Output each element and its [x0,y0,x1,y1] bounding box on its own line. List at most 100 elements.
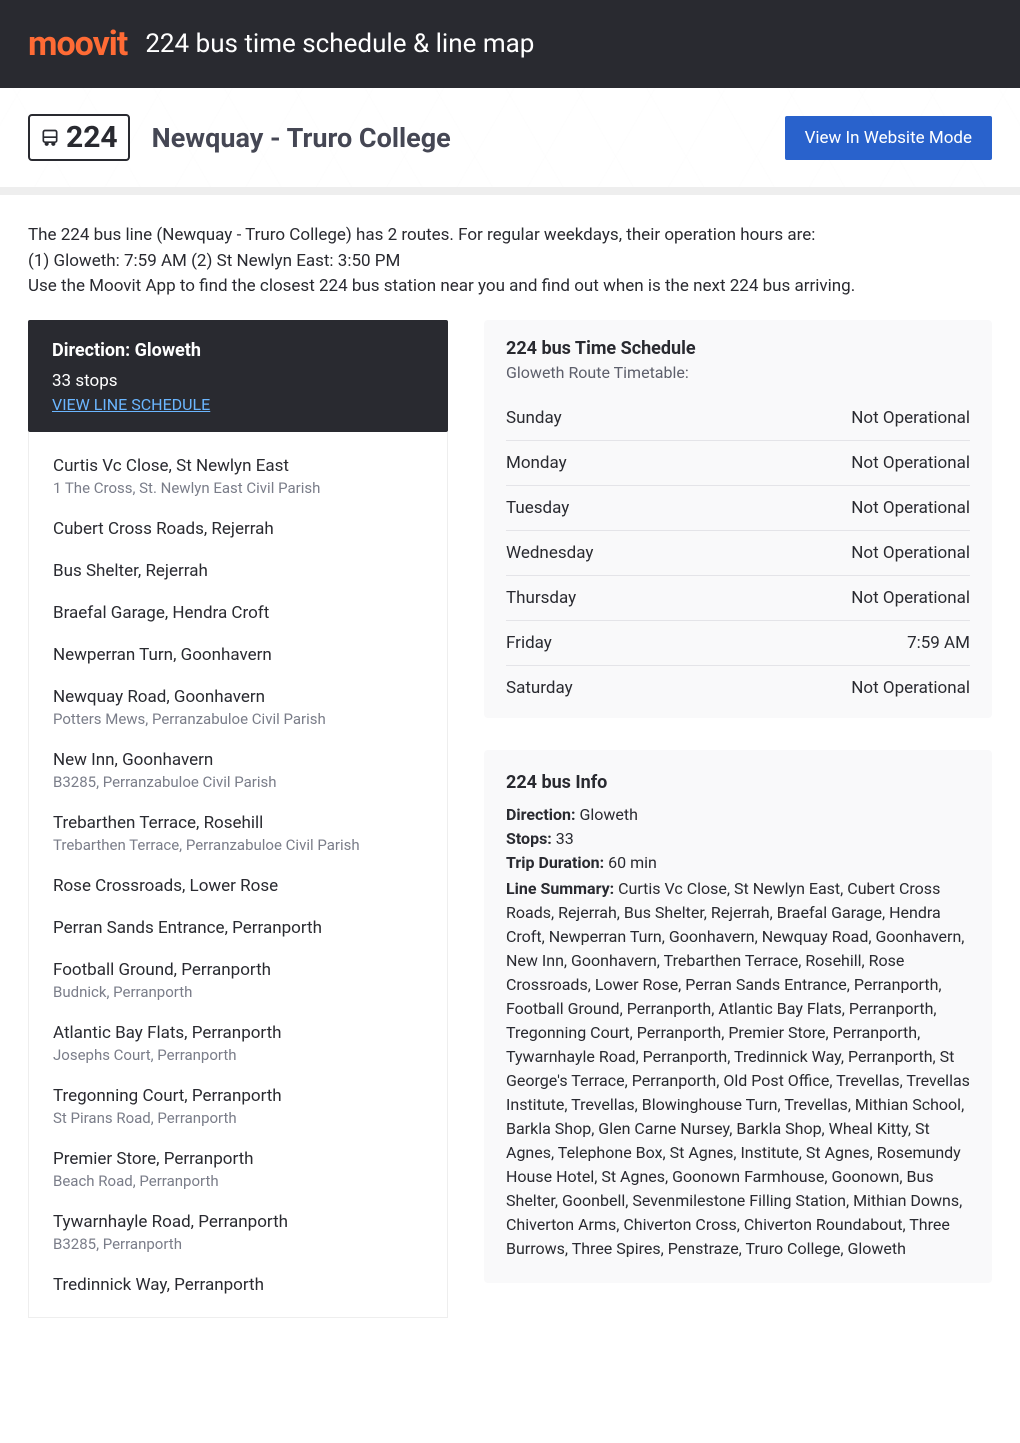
stop-name: Newquay Road, Goonhavern [53,687,423,707]
info-duration-value: 60 min [608,853,657,872]
schedule-time: Not Operational [703,530,970,575]
stop-name: Cubert Cross Roads, Rejerrah [53,519,423,539]
info-duration-label: Trip Duration: [506,853,604,872]
schedule-day: Sunday [506,396,703,441]
info-summary-value: Curtis Vc Close, St Newlyn East, Cubert … [506,879,970,1258]
stop-item: Tredinnick Way, Perranporth [53,1275,423,1295]
stop-item: New Inn, Goonhavern B3285, Perranzabuloe … [53,750,423,791]
schedule-day: Thursday [506,575,703,620]
info-stops: Stops: 33 [506,827,970,851]
header-bar: moovit 224 bus time schedule & line map [0,0,1020,88]
right-column: 224 bus Time Schedule Gloweth Route Time… [484,320,992,1283]
info-panel: 224 bus Info Direction: Gloweth Stops: 3… [484,750,992,1283]
stop-item: Premier Store, Perranporth Beach Road, Pe… [53,1149,423,1190]
intro-line-3: Use the Moovit App to find the closest 2… [28,274,992,300]
stop-sub: Budnick, Perranporth [53,983,423,1001]
schedule-time: 7:59 AM [703,620,970,665]
stop-item: Trebarthen Terrace, Rosehill Trebarthen T… [53,813,423,854]
schedule-title: 224 bus Time Schedule [506,338,970,359]
stops-list: Curtis Vc Close, St Newlyn East 1 The Cro… [28,432,448,1318]
view-website-mode-button[interactable]: View In Website Mode [785,116,992,160]
schedule-time: Not Operational [703,665,970,710]
schedule-row: ThursdayNot Operational [506,575,970,620]
info-title: 224 bus Info [506,772,970,793]
route-number: 224 [66,120,118,155]
schedule-table: SundayNot OperationalMondayNot Operation… [506,396,970,710]
stop-name: Premier Store, Perranporth [53,1149,423,1169]
stop-name: Bus Shelter, Rejerrah [53,561,423,581]
info-summary-label: Line Summary: [506,879,614,898]
stop-name: Rose Crossroads, Lower Rose [53,876,423,896]
schedule-time: Not Operational [703,485,970,530]
schedule-row: SundayNot Operational [506,396,970,441]
schedule-day: Saturday [506,665,703,710]
info-duration: Trip Duration: 60 min [506,851,970,875]
stop-item: Cubert Cross Roads, Rejerrah [53,519,423,539]
stop-item: Rose Crossroads, Lower Rose [53,876,423,896]
stop-sub: B3285, Perranzabuloe Civil Parish [53,773,423,791]
stop-name: Tregonning Court, Perranporth [53,1086,423,1106]
info-direction-label: Direction: [506,805,575,824]
route-name: Newquay - Truro College [152,122,451,154]
left-column: Direction: Gloweth 33 stops VIEW LINE SC… [28,320,448,1318]
schedule-day: Monday [506,440,703,485]
stop-name: Atlantic Bay Flats, Perranporth [53,1023,423,1043]
route-left: 224 Newquay - Truro College [28,114,451,161]
stop-item: Perran Sands Entrance, Perranporth [53,918,423,938]
stop-name: Tywarnhayle Road, Perranporth [53,1212,423,1232]
schedule-time: Not Operational [703,440,970,485]
stop-name: Football Ground, Perranporth [53,960,423,980]
direction-title: Direction: Gloweth [52,340,424,361]
route-badge: 224 [28,114,130,161]
schedule-row: MondayNot Operational [506,440,970,485]
schedule-row: WednesdayNot Operational [506,530,970,575]
stop-name: Trebarthen Terrace, Rosehill [53,813,423,833]
info-direction-value: Gloweth [579,805,637,824]
view-line-schedule-link[interactable]: VIEW LINE SCHEDULE [52,395,210,414]
stop-name: Perran Sands Entrance, Perranporth [53,918,423,938]
main-grid: Direction: Gloweth 33 stops VIEW LINE SC… [0,320,1020,1358]
intro-line-2: (1) Gloweth: 7:59 AM (2) St Newlyn East:… [28,249,992,275]
stop-sub: Potters Mews, Perranzabuloe Civil Parish [53,710,423,728]
schedule-row: TuesdayNot Operational [506,485,970,530]
schedule-row: SaturdayNot Operational [506,665,970,710]
stop-sub: Trebarthen Terrace, Perranzabuloe Civil … [53,836,423,854]
info-summary: Line Summary: Curtis Vc Close, St Newlyn… [506,877,970,1261]
info-direction: Direction: Gloweth [506,803,970,827]
stop-item: Braefal Garage, Hendra Croft [53,603,423,623]
schedule-day: Friday [506,620,703,665]
stop-item: Bus Shelter, Rejerrah [53,561,423,581]
stop-item: Newperran Turn, Goonhavern [53,645,423,665]
stop-name: Braefal Garage, Hendra Croft [53,603,423,623]
schedule-day: Tuesday [506,485,703,530]
stop-name: Curtis Vc Close, St Newlyn East [53,456,423,476]
stop-name: Newperran Turn, Goonhavern [53,645,423,665]
moovit-logo: moovit [28,24,127,64]
stop-sub: St Pirans Road, Perranporth [53,1109,423,1127]
intro-text: The 224 bus line (Newquay - Truro Colleg… [0,195,1020,320]
stops-count: 33 stops [52,371,424,391]
stop-item: Tywarnhayle Road, Perranporth B3285, Perr… [53,1212,423,1253]
schedule-time: Not Operational [703,575,970,620]
intro-line-1: The 224 bus line (Newquay - Truro Colleg… [28,223,992,249]
schedule-time: Not Operational [703,396,970,441]
schedule-row: Friday7:59 AM [506,620,970,665]
schedule-panel: 224 bus Time Schedule Gloweth Route Time… [484,320,992,718]
stop-item: Tregonning Court, Perranporth St Pirans R… [53,1086,423,1127]
info-stops-label: Stops: [506,829,552,848]
stop-sub: Josephs Court, Perranporth [53,1046,423,1064]
stop-sub: 1 The Cross, St. Newlyn East Civil Paris… [53,479,423,497]
page-title: 224 bus time schedule & line map [145,29,534,59]
stop-sub: Beach Road, Perranporth [53,1172,423,1190]
bus-icon [40,128,60,148]
stop-item: Atlantic Bay Flats, Perranporth Josephs C… [53,1023,423,1064]
route-hero: 224 Newquay - Truro College View In Webs… [0,88,1020,195]
stop-name: New Inn, Goonhavern [53,750,423,770]
stop-item: Curtis Vc Close, St Newlyn East 1 The Cro… [53,456,423,497]
stop-name: Tredinnick Way, Perranporth [53,1275,423,1295]
stop-sub: B3285, Perranporth [53,1235,423,1253]
schedule-subtitle: Gloweth Route Timetable: [506,363,970,382]
stop-item: Football Ground, Perranporth Budnick, Per… [53,960,423,1001]
stop-item: Newquay Road, Goonhavern Potters Mews, Pe… [53,687,423,728]
info-stops-value: 33 [556,829,574,848]
